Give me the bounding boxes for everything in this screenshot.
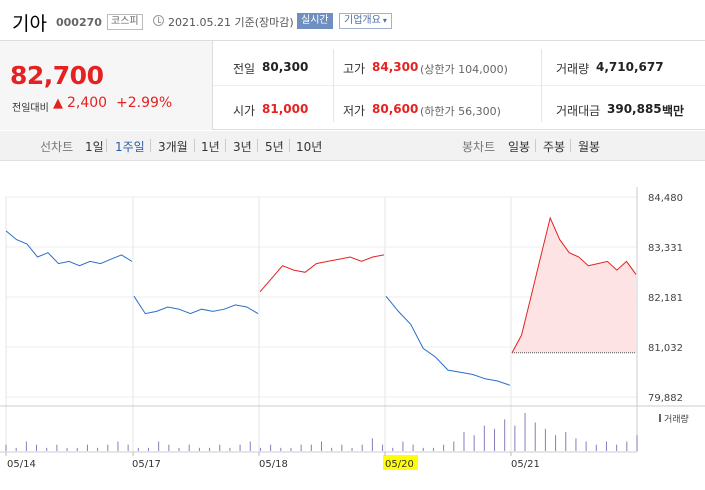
y-tick-label: 81,032 bbox=[648, 343, 683, 354]
tab-divider bbox=[535, 139, 536, 152]
price-line-05-21 bbox=[511, 216, 637, 353]
x-tick-label: 05/21 bbox=[511, 459, 540, 470]
tab-divider bbox=[150, 139, 151, 152]
tab-divider bbox=[257, 139, 258, 152]
price-line-05-17 bbox=[133, 295, 259, 315]
y-tick-label: 83,331 bbox=[648, 243, 683, 254]
candle-chart-group-label: 봉차트 bbox=[462, 140, 496, 154]
open-value: 81,000 bbox=[262, 102, 309, 116]
trade-amount-label: 거래대금 bbox=[556, 104, 601, 118]
change-label: 전일대비 bbox=[12, 103, 49, 114]
volume-label: 거래량 bbox=[556, 62, 590, 76]
tab-divider bbox=[106, 139, 107, 152]
x-tick-label: 05/18 bbox=[259, 459, 288, 470]
trade-amount-unit: 백만 bbox=[662, 104, 685, 118]
trade-amount-value: 390,885 bbox=[607, 102, 662, 116]
prev-close-label: 전일 bbox=[233, 62, 256, 76]
tab-divider bbox=[289, 139, 290, 152]
x-tick-label: 05/14 bbox=[7, 459, 36, 470]
tab-divider bbox=[225, 139, 226, 152]
date-highlight bbox=[383, 455, 418, 470]
price-line-05-18 bbox=[259, 254, 385, 293]
tab-1w[interactable]: 1주일 bbox=[115, 140, 145, 154]
change-value: 2,400 bbox=[67, 95, 108, 111]
high-label: 고가 bbox=[343, 62, 366, 76]
low-value: 80,600 bbox=[372, 102, 419, 116]
row-divider bbox=[213, 85, 705, 86]
clock-icon bbox=[153, 15, 164, 26]
line-chart-group-label: 선차트 bbox=[40, 140, 74, 154]
quote-panel: 82,700 전일대비 ▲ 2,400 +2.99% 전일 80,300 시가 … bbox=[0, 40, 705, 130]
chart-period-tabs: 선차트 1일 1주일 3개월 1년 3년 5년 10년 봉차트 일봉 주봉 월봉 bbox=[0, 131, 705, 161]
tab-10y[interactable]: 10년 bbox=[296, 140, 323, 154]
low-label: 저가 bbox=[343, 104, 366, 118]
volume-value: 4,710,677 bbox=[596, 60, 664, 74]
current-price-box: 82,700 전일대비 ▲ 2,400 +2.99% bbox=[0, 41, 213, 130]
tab-monthly[interactable]: 월봉 bbox=[578, 140, 601, 154]
change-percent: +2.99% bbox=[116, 95, 173, 111]
tab-weekly[interactable]: 주봉 bbox=[543, 140, 566, 154]
quote-date: 2021.05.21 기준(장마감) bbox=[168, 16, 294, 29]
y-tick-label: 79,882 bbox=[648, 393, 683, 404]
up-triangle-icon: ▲ bbox=[53, 96, 63, 111]
price-line-05-14 bbox=[5, 230, 133, 267]
tab-1y[interactable]: 1년 bbox=[201, 140, 220, 154]
upper-limit: (상한가 104,000) bbox=[420, 63, 508, 76]
stock-name: 기아 bbox=[12, 13, 47, 35]
volume-legend-icon bbox=[659, 414, 661, 422]
caret-down-icon: ▾ bbox=[382, 16, 387, 25]
tab-5y[interactable]: 5년 bbox=[265, 140, 284, 154]
tab-1d[interactable]: 1일 bbox=[85, 140, 104, 154]
stock-header: 기아 000270 코스피 2021.05.21 기준(장마감) 실시간 기업개… bbox=[0, 0, 705, 40]
tab-divider bbox=[570, 139, 571, 152]
y-tick-label: 84,480 bbox=[648, 193, 683, 204]
stock-code: 000270 bbox=[56, 16, 102, 29]
realtime-button[interactable]: 실시간 bbox=[297, 13, 333, 29]
open-label: 시가 bbox=[233, 104, 256, 118]
prev-close-value: 80,300 bbox=[262, 60, 309, 74]
tab-3y[interactable]: 3년 bbox=[233, 140, 252, 154]
x-tick-label: 05/20 bbox=[385, 459, 414, 470]
price-line-05-20 bbox=[385, 295, 511, 386]
current-price: 82,700 bbox=[10, 61, 104, 90]
volume-legend-label: 거래량 bbox=[664, 413, 689, 425]
company-overview-label: 기업개요 bbox=[344, 15, 381, 26]
high-value: 84,300 bbox=[372, 60, 419, 74]
market-badge: 코스피 bbox=[107, 14, 143, 30]
lower-limit: (하한가 56,300) bbox=[420, 105, 501, 118]
area-fill bbox=[512, 217, 636, 353]
y-tick-label: 82,181 bbox=[648, 293, 683, 304]
tab-3m[interactable]: 3개월 bbox=[158, 140, 188, 154]
tab-divider bbox=[194, 139, 195, 152]
tab-daily[interactable]: 일봉 bbox=[508, 140, 531, 154]
company-overview-dropdown[interactable]: 기업개요 ▾ bbox=[339, 13, 392, 29]
x-tick-label: 05/17 bbox=[132, 459, 161, 470]
